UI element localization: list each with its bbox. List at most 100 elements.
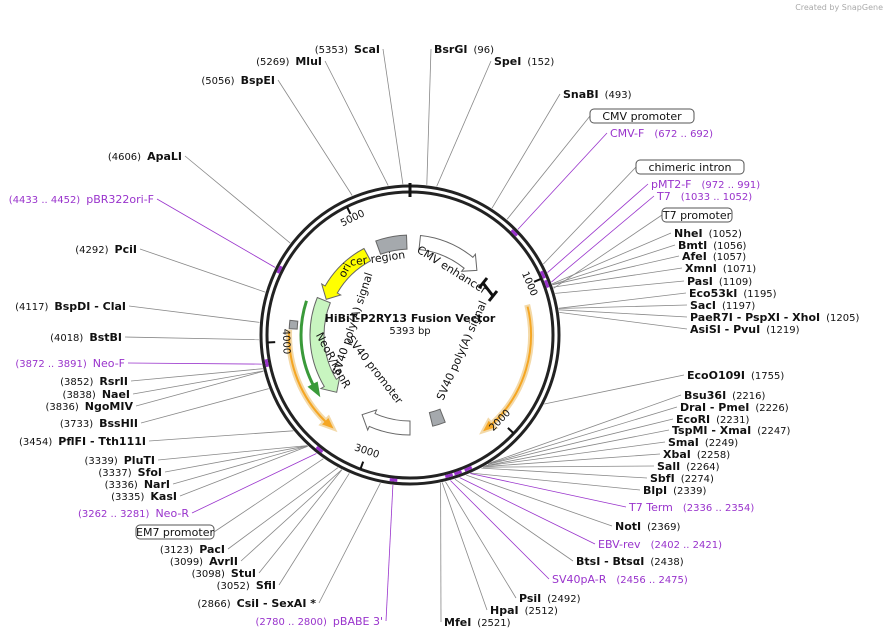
primer-mark [389,478,398,482]
primer-range: (2780 .. 2800) [256,617,328,628]
primer-label: (3872 .. 3891) Neo-F [15,357,125,370]
leader-line [191,453,317,514]
site-label: (3335) KasI [111,490,177,503]
site-name: StuI [231,567,256,580]
site-label: AfeI (1057) [682,250,746,263]
feature-arrow [479,303,534,435]
leader-line [240,469,342,562]
site-label: (3852) RsrII [60,375,128,388]
site-name: XmnI [685,262,717,275]
site-name: BspDI - ClaI [54,300,126,313]
leader-line [140,388,269,424]
site-name: SfoI [138,466,162,479]
site-name: RsrII [99,375,128,388]
site-name: NotI [615,520,641,533]
site-position: (3335) [111,492,144,503]
leader-line [485,441,666,467]
site-label: (3098) StuI [192,567,256,580]
feature-arrow [288,319,299,330]
primer-name: pBABE 3' [333,615,383,628]
site-position: (5269) [256,57,289,68]
leader-line [128,305,260,323]
site-position: (2512) [525,606,558,617]
site-position: (2226) [755,403,788,414]
primer-label: T7 (1033 .. 1052) [656,190,752,203]
site-position: (3337) [98,468,131,479]
site-position: (2258) [697,450,730,461]
site-label: (5056) BspEI [201,74,275,87]
leader-line [157,445,308,461]
leader-line [184,155,291,244]
site-label: (3339) PluTI [84,454,155,467]
leader-line [318,482,381,604]
leader-line [488,406,678,465]
site-name: BstBI [89,331,122,344]
site-name: TspMI - XmaI [672,424,751,437]
site-label: (4117) BspDI - ClaI [15,300,126,313]
site-name: SpeI [494,55,521,68]
primer-name: EBV-rev [598,538,641,551]
feature-label: ori [336,261,354,280]
primer-mark [276,265,283,274]
site-position: (2274) [681,474,714,485]
leader-line [459,477,596,545]
primer-label: (2780 .. 2800) pBABE 3' [256,615,384,628]
primer-range: (2456 .. 2475) [616,575,688,586]
site-label: SpeI (152) [494,55,554,68]
site-label: NheI (1052) [674,227,742,240]
site-position: (2339) [673,486,706,497]
site-name: BmtI [678,239,707,252]
leader-line [482,465,655,468]
site-position: (2264) [686,462,719,473]
leader-line [436,60,492,187]
primer-name: SV40pA-R [552,573,607,586]
site-name: PacI [199,543,225,556]
site-name: NgoMIV [85,400,134,413]
site-position: (4292) [75,245,108,256]
site-label: Eco53kI (1195) [689,287,777,300]
site-label: (3336) NarI [105,478,170,491]
leader-line [471,472,641,491]
site-position: (3099) [170,557,203,568]
leader-line [487,418,674,465]
site-label: SbfI (2274) [650,472,714,485]
leader-line [558,309,688,318]
leader-line [258,469,343,574]
site-label: PasI (1109) [687,275,752,288]
leader-line [445,481,517,599]
site-position: (5056) [201,76,234,87]
site-position: (96) [473,45,494,56]
leader-line [552,255,680,286]
leader-line [213,458,324,533]
leader-line [558,304,688,309]
primer-range: (2336 .. 2354) [683,503,755,514]
site-label: BsrGI (96) [434,43,494,56]
leader-line [543,166,637,265]
primer-label: (3262 .. 3281) Neo-R [78,507,189,520]
primer-label: SV40pA-R (2456 .. 2475) [552,573,688,586]
site-name: Eco53kI [689,287,737,300]
feature-arrow [375,234,408,255]
site-position: (1052) [709,229,742,240]
site-position: (1755) [751,371,784,382]
site-name: ScaI [354,43,380,56]
site-label: (3052) SfiI [217,579,276,592]
site-name: XbaI [663,448,691,461]
site-position: (4117) [15,302,48,313]
site-position: (2247) [757,426,790,437]
leader-line [278,473,350,586]
leader-line [164,445,308,473]
leader-line [470,473,627,508]
primer-name: Neo-R [155,507,189,520]
primer-range: (3872 .. 3891) [15,359,87,370]
site-position: (1057) [713,252,746,263]
primer-name: Neo-F [93,357,125,370]
site-label: SnaBI (493) [563,88,632,101]
site-name: ApaLI [147,150,182,163]
site-name: BssHII [99,417,138,430]
primer-mark [264,359,269,368]
feature-arrow [320,247,372,301]
site-name: EcoO109I [687,369,745,382]
feature-mark [477,277,499,302]
